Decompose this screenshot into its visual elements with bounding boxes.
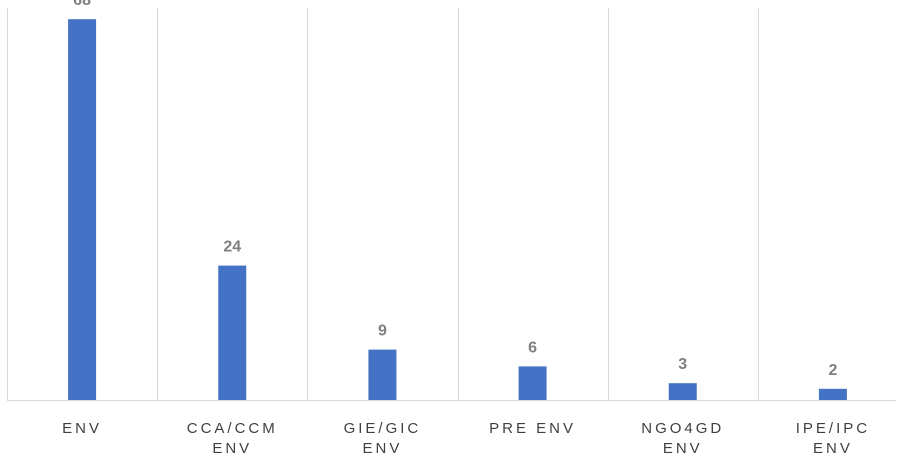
x-tick-label: NGO4GD ENV xyxy=(641,420,724,457)
chart-x-tick-labels: ENV CCA/CCM ENV GIE/GIC ENV PRE ENV NGO4GD ENV I… xyxy=(62,420,870,457)
data-label: 9 xyxy=(378,323,387,340)
bar xyxy=(218,265,247,400)
bar xyxy=(518,366,547,400)
x-tick-label: IPE/IPC ENV xyxy=(796,420,870,457)
bar xyxy=(68,19,97,400)
data-label: 2 xyxy=(828,362,837,379)
x-tick-label: GIE/GIC ENV xyxy=(344,420,422,457)
data-label: 3 xyxy=(678,356,687,373)
bar xyxy=(668,383,697,400)
data-label: 6 xyxy=(528,339,537,356)
bar xyxy=(818,388,847,400)
data-label: 24 xyxy=(223,239,241,256)
data-label: 68 xyxy=(73,0,91,9)
chart-bars xyxy=(68,19,847,400)
bar xyxy=(368,349,397,400)
chart-data-labels: 68 24 9 6 3 2 xyxy=(73,0,837,379)
chart-grid xyxy=(7,8,896,401)
x-tick-label: CCA/CCM ENV xyxy=(187,420,278,457)
x-tick-label: PRE ENV xyxy=(489,420,576,437)
x-tick-label: ENV xyxy=(62,420,102,437)
